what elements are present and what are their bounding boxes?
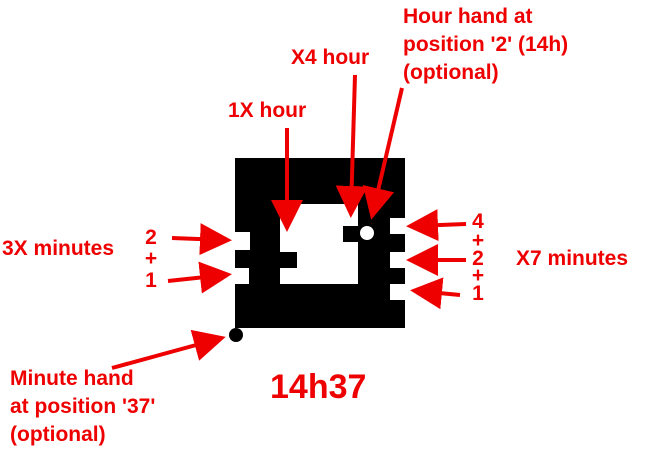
- hour-hand-note: Hour hand at position '2' (14h) (optiona…: [403, 5, 569, 84]
- left-digit-1: 1: [145, 269, 157, 292]
- arrow-left-2: [171, 223, 232, 256]
- left-notch-upper: [235, 234, 249, 250]
- left-notch-lower: [235, 268, 249, 284]
- minute-hand-marker: [229, 328, 243, 342]
- x7-minutes-label: X7 minutes: [516, 247, 629, 270]
- hour-hand-marker: [360, 226, 374, 240]
- arrow-minute-hand: [111, 329, 226, 370]
- right-notch-bottom: [390, 284, 405, 300]
- right-digit-plus-b: +: [471, 264, 485, 287]
- right-digit-1: 1: [472, 282, 484, 305]
- arrow-x4-hour: [335, 74, 368, 218]
- arrow-right-1: [410, 277, 461, 310]
- x3-minutes-label: 3X minutes: [2, 237, 115, 260]
- minute-hand-note: Minute hand at position '37' (optional): [10, 367, 156, 446]
- time-readout: 14h37: [270, 368, 367, 406]
- annotation-arrows: [111, 74, 467, 370]
- right-digit-2: 2: [472, 247, 484, 270]
- arrow-right-4: [406, 209, 467, 242]
- left-digit-2: 2: [145, 226, 157, 249]
- arrow-hour-hand: [362, 87, 404, 220]
- x4-hour-label: X4 hour: [291, 46, 370, 69]
- x1-hour-label: 1X hour: [228, 99, 307, 122]
- right-notch-top: [390, 218, 405, 234]
- inner-window: [280, 204, 358, 284]
- right-digit-4: 4: [472, 210, 484, 233]
- right-notch-middle: [390, 252, 405, 268]
- left-digit-plus: +: [144, 247, 158, 270]
- right-digit-plus-a: +: [471, 229, 485, 252]
- arrow-left-1: [167, 261, 232, 294]
